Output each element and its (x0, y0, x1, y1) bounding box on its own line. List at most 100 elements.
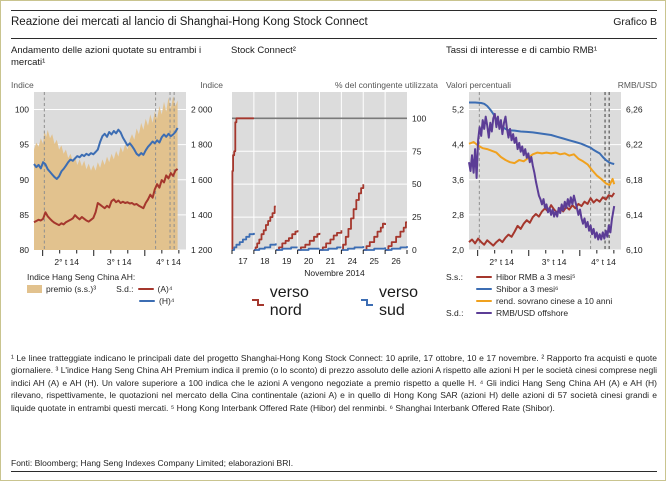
legend-row-premio-a: premio (s.s.)³ S.d.: (A)⁴ (11, 284, 223, 294)
graph-label: Grafico B (613, 16, 657, 28)
ss-prefix-label: S.s.: (446, 272, 464, 282)
sovereign-yield-label: rend. sovrano cinese a 10 anni (496, 296, 613, 306)
unit-left-label: Indice (11, 80, 34, 90)
legend-verso-sud: verso sud (360, 284, 438, 320)
shibor-line-icon (476, 287, 492, 291)
verso-sud-label: verso sud (378, 284, 419, 319)
legend-row-sovereign: rend. sovrano cinese a 10 anni (446, 296, 657, 306)
svg-text:6,14: 6,14 (626, 210, 643, 220)
sd-prefix-label: S.d.: (446, 308, 464, 318)
step-line-south-icon (361, 298, 373, 306)
svg-text:20: 20 (304, 256, 314, 266)
svg-text:6,26: 6,26 (626, 105, 643, 115)
step-line-north-icon (252, 298, 264, 306)
titlebar: Reazione dei mercati al lancio di Shangh… (11, 16, 657, 28)
panel-rmb: Tassi di interesse e di cambio RMB¹ Valo… (446, 45, 657, 322)
svg-text:90: 90 (20, 175, 30, 185)
legend-row-shibor: Shibor a 3 mesi⁶ (446, 284, 657, 294)
svg-text:25: 25 (369, 256, 379, 266)
series-a-label: (A)⁴ (157, 284, 173, 294)
svg-text:1 200: 1 200 (191, 245, 213, 255)
svg-text:5,2: 5,2 (452, 105, 464, 115)
svg-text:85: 85 (20, 210, 30, 220)
bottom-rule (11, 471, 657, 472)
legend-verso-nord: verso nord (251, 284, 334, 320)
svg-text:3° t 14: 3° t 14 (542, 257, 567, 267)
panel-stock-connect-units: % del contingente utilizzata (231, 77, 438, 90)
svg-text:1 400: 1 400 (191, 210, 213, 220)
svg-text:18: 18 (260, 256, 270, 266)
rmbusd-line-icon (476, 311, 492, 315)
svg-text:4° t 14: 4° t 14 (156, 257, 181, 267)
rmbusd-label: RMB/USD offshore (496, 308, 569, 318)
series-a-line-icon (137, 287, 154, 291)
svg-text:2,0: 2,0 (452, 245, 464, 255)
rmb-legend: S.s.: Hibor RMB a 3 mesi⁵ Shibor a 3 mes… (446, 272, 657, 318)
hibor-label: Hibor RMB a 3 mesi⁵ (496, 272, 576, 282)
svg-text:24: 24 (348, 256, 358, 266)
hsah-chart: 100 95 90 85 80 2 000 1 800 1 600 1 400 1 200 2° t… (15, 92, 213, 267)
svg-text:3° t 14: 3° t 14 (107, 257, 132, 267)
panel-stock-connect: Stock Connect² % del contingente utilizz… (231, 45, 438, 322)
svg-text:75: 75 (412, 146, 422, 156)
svg-text:2° t 14: 2° t 14 (54, 257, 79, 267)
svg-text:0: 0 (412, 245, 417, 255)
legend-row-rmbusd: S.d.: RMB/USD offshore (446, 308, 657, 318)
svg-text:26: 26 (391, 256, 401, 266)
sources-line: Fonti: Bloomberg; Hang Seng Indexes Comp… (11, 458, 294, 468)
svg-text:95: 95 (20, 140, 30, 150)
panel-stock-connect-title: Stock Connect² (231, 45, 296, 56)
svg-text:2,8: 2,8 (452, 210, 464, 220)
hibor-line-icon (476, 275, 492, 279)
footnotes: ¹ Le linee tratteggiate indicano le prin… (11, 353, 657, 413)
svg-text:4° t 14: 4° t 14 (591, 257, 616, 267)
premio-label: premio (s.s.)³ (46, 284, 97, 294)
chart-panels: Andamento delle azioni quotate su entram… (11, 45, 657, 322)
svg-text:80: 80 (20, 245, 30, 255)
panel-hsah: Andamento delle azioni quotate su entram… (11, 45, 223, 322)
svg-text:25: 25 (412, 212, 422, 222)
svg-text:21: 21 (326, 256, 336, 266)
legend-row-hibor: S.s.: Hibor RMB a 3 mesi⁵ (446, 272, 657, 282)
unit-right-label: RMB/USD (617, 80, 657, 90)
svg-text:1 600: 1 600 (191, 175, 213, 185)
rmb-chart: 5,2 4,4 3,6 2,8 2,0 6,26 6,22 6,18 6,14 6,10 2° t … (452, 92, 643, 267)
panel-hsah-title: Andamento delle azioni quotate su entram… (11, 45, 202, 69)
unit-left-label: Valori percentuali (446, 80, 512, 90)
premio-swatch-icon (27, 285, 42, 293)
svg-text:6,10: 6,10 (626, 245, 643, 255)
title-rule (11, 38, 657, 39)
panel-hsah-units: Indice Indice (11, 77, 223, 90)
legend-row-h: (H)⁴ (139, 296, 223, 306)
svg-text:2° t 14: 2° t 14 (489, 257, 514, 267)
sovereign-yield-line-icon (476, 299, 492, 303)
unit-right-label: Indice (200, 80, 223, 90)
series-h-label: (H)⁴ (159, 296, 175, 306)
stock-connect-legend: verso nord verso sud (231, 284, 438, 322)
shibor-label: Shibor a 3 mesi⁶ (496, 284, 559, 294)
month-axis-label: Novembre 2014 (304, 268, 365, 278)
svg-text:100: 100 (412, 113, 426, 123)
stock-connect-chart: 100 75 50 25 0 17 18 19 20 21 24 25 26 (231, 92, 426, 266)
svg-text:50: 50 (412, 179, 422, 189)
panel-rmb-units: Valori percentuali RMB/USD (446, 77, 657, 90)
panel-rmb-title: Tassi di interesse e di cambio RMB¹ (446, 45, 597, 56)
hsah-legend: Indice Hang Seng China AH: premio (s.s.)… (11, 272, 223, 306)
unit-right-label: % del contingente utilizzata (334, 80, 438, 90)
svg-text:100: 100 (15, 105, 29, 115)
svg-text:6,22: 6,22 (626, 140, 643, 150)
svg-text:6,18: 6,18 (626, 175, 643, 185)
hsah-legend-heading: Indice Hang Seng China AH: (27, 272, 136, 282)
top-rule (11, 10, 657, 11)
svg-text:4,4: 4,4 (452, 140, 464, 150)
figure-title: Reazione dei mercati al lancio di Shangh… (11, 16, 368, 28)
svg-text:1 800: 1 800 (191, 140, 213, 150)
svg-text:17: 17 (238, 256, 248, 266)
sd-prefix-label: S.d.: (116, 284, 134, 294)
svg-text:2 000: 2 000 (191, 105, 213, 115)
verso-nord-label: verso nord (269, 284, 309, 319)
svg-text:19: 19 (282, 256, 292, 266)
svg-text:3,6: 3,6 (452, 175, 464, 185)
series-h-line-icon (139, 299, 155, 303)
